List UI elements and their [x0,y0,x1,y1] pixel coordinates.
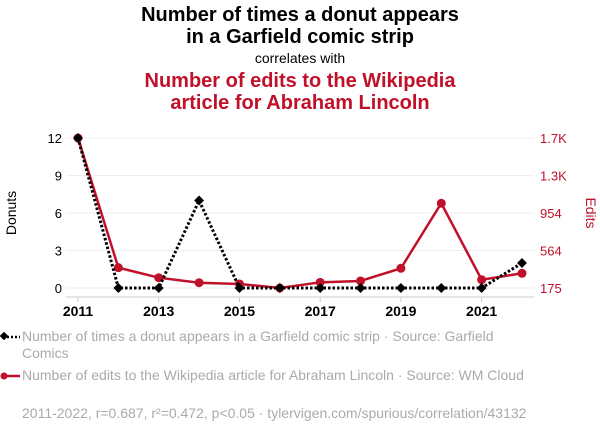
y-tick-right: 954 [540,206,562,221]
y-tick-right: 1.3K [540,169,567,184]
edits-point [356,276,366,286]
title-line-4: article for Abraham Lincoln [170,92,430,114]
edits-point [194,278,204,288]
y-axis-label-right: Edits [583,197,599,228]
x-tick-label: 2019 [385,303,416,319]
donuts-point [395,283,406,293]
x-tick-label: 2017 [305,303,336,319]
chart-title-2: Number of edits to the Wikipedia article… [0,70,600,114]
legend-markers [0,331,20,380]
y-tick-left: 9 [55,169,62,184]
donuts-point [355,283,366,293]
donuts-point [153,283,164,293]
donuts-point [315,283,326,293]
footer-stats: 2011-2022, r=0.687, r²=0.472, p<0.05 · t… [22,405,527,421]
y-tick-left: 3 [55,244,62,259]
donuts-point [517,258,527,268]
legend-donut-marker [0,331,9,341]
y-tick-right: 564 [540,244,562,259]
donuts-point [234,283,245,293]
y-tick-left: 6 [55,206,62,221]
y-tick-left: 12 [48,131,62,146]
x-tick-label: 2011 [63,303,94,319]
donuts-point [274,283,285,293]
donuts-point [113,283,124,293]
y-tick-left: 0 [55,281,62,296]
donuts-point [194,195,205,206]
legend-donuts: Number of times a donut appears in a Gar… [22,328,494,361]
legend-edits-marker [0,372,8,380]
edits-point [477,275,487,285]
title-line-3: Number of edits to the Wikipedia [144,70,456,92]
donuts-point [436,283,447,293]
x-tick-label: 2013 [143,303,174,319]
x-tick-label: 2015 [224,303,255,319]
y-tick-right: 175 [540,281,562,296]
edits-line [76,137,523,290]
edits-point [396,263,406,273]
y-tick-right: 1.7K [540,131,567,146]
donuts-point [73,133,83,143]
legend-edits: Number of edits to the Wikipedia article… [22,367,524,383]
title-line-2: in a Garfield comic strip [186,26,414,48]
donuts-point [476,283,487,293]
title-line-1: Number of times a donut appears [141,4,459,26]
subtitle-correlates: correlates with [254,50,346,66]
edits-point [315,277,325,287]
y-axis-label-left: Donuts [3,191,19,235]
edits-point [113,263,123,273]
x-tick-label: 2021 [466,303,497,319]
edits-point [436,198,446,208]
edits-point [517,268,527,278]
chart-title: Number of times a donut appears in a Gar… [0,4,600,48]
